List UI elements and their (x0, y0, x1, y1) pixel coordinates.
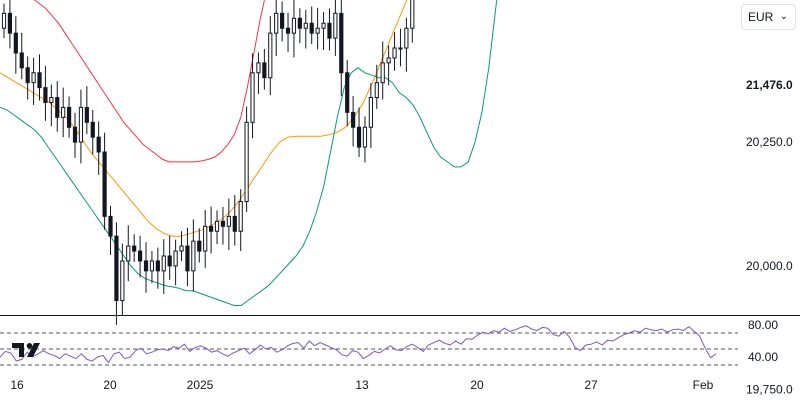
candle-body (197, 240, 202, 252)
candle-body (398, 47, 403, 50)
candle-body (137, 250, 143, 262)
candle-body (149, 260, 155, 272)
candle-body (297, 17, 302, 29)
candle-body (191, 240, 196, 272)
lower-band-line (0, 0, 498, 306)
candle-body (404, 27, 409, 49)
time-tick-label: Feb (693, 378, 714, 392)
candle-body (161, 255, 166, 272)
candle-body (333, 12, 338, 39)
candle-body (61, 106, 66, 118)
candle-body (220, 220, 226, 227)
candle-body (173, 250, 178, 267)
candle-body (356, 126, 362, 148)
currency-label: EUR (748, 10, 774, 24)
rsi-pane (0, 325, 738, 366)
time-tick-label: 27 (584, 378, 598, 392)
candle-body (280, 12, 285, 29)
candle-body (327, 22, 332, 39)
price-axis[interactable]: 19,750.020,000.020,250.020,500.020,750.0… (746, 0, 793, 397)
candle-body (232, 215, 237, 232)
candle-body (303, 22, 308, 29)
candle-body (244, 121, 249, 203)
candle-body (43, 87, 48, 103)
rsi-axis[interactable]: 80.00 40.00 (748, 318, 778, 364)
candle-body (315, 27, 320, 34)
candle-body (66, 106, 72, 128)
candle-body (1, 12, 7, 29)
candle-body (108, 215, 113, 237)
time-tick-label: 2025 (187, 378, 214, 392)
candle-body (31, 72, 36, 84)
candle-body (309, 22, 314, 34)
candle-body (132, 245, 137, 252)
bollinger-bands (0, 0, 498, 306)
candle-body (102, 151, 107, 217)
candle-body (386, 57, 391, 64)
upper-band-line (33, 0, 265, 163)
time-axis[interactable]: 16 20 2025 13 20 27 Feb (10, 378, 713, 392)
candle-body (84, 106, 89, 123)
candle-body (291, 17, 297, 34)
chevron-down-icon: ⌄ (779, 11, 788, 22)
candle-body (114, 235, 119, 302)
candle-body (120, 260, 125, 302)
candle-body (321, 22, 326, 29)
price-tick-label: 20,250.0 (746, 135, 793, 149)
candle-body (374, 82, 379, 99)
currency-select[interactable]: EUR ⌄ (741, 4, 796, 30)
candle-body (72, 126, 78, 143)
candle-body (368, 97, 373, 128)
candle-body (90, 121, 95, 138)
candle-body (167, 255, 172, 267)
candle-body (351, 111, 356, 128)
candle-body (203, 225, 208, 252)
rsi-tick-label: 80.00 (748, 318, 778, 332)
candle-body (268, 32, 273, 79)
candle-body (7, 12, 13, 34)
tradingview-logo-icon[interactable] (12, 341, 44, 364)
candle-body (49, 97, 54, 103)
candle-body (143, 260, 149, 272)
price-pane (0, 0, 498, 325)
candle-body (392, 47, 397, 59)
candle-body (256, 62, 261, 74)
candle-body (185, 245, 190, 272)
candle-body (126, 245, 131, 262)
candles (1, 0, 415, 325)
candle-body (13, 32, 18, 54)
candle-body (55, 97, 60, 118)
candle-body (262, 62, 267, 79)
candle-body (155, 260, 160, 272)
candle-body (78, 106, 84, 143)
candle-body (250, 72, 255, 123)
candle-body (339, 12, 344, 74)
time-tick-label: 20 (470, 378, 484, 392)
candle-body (19, 52, 24, 69)
candle-body (410, 0, 415, 29)
candle-body (238, 201, 243, 232)
price-tick-label: 19,750.0 (746, 383, 793, 397)
time-tick-label: 13 (355, 378, 369, 392)
candle-body (209, 225, 214, 232)
candle-body (96, 136, 101, 153)
middle-band-line (0, 0, 408, 237)
candle-body (380, 62, 385, 84)
candle-body (25, 67, 30, 84)
candle-body (226, 215, 231, 227)
rsi-line (0, 325, 717, 364)
candle-body (345, 72, 350, 113)
time-tick-label: 20 (103, 378, 117, 392)
price-tick-label: 20,000.0 (746, 259, 793, 273)
time-tick-label: 16 (10, 378, 24, 392)
candle-body (214, 220, 220, 232)
candle-body (37, 72, 42, 89)
candle-body (274, 12, 279, 34)
candle-body (285, 27, 291, 34)
rsi-tick-label: 40.00 (748, 350, 778, 364)
candle-body (179, 245, 184, 252)
current-price-label: 21,476.0 (746, 78, 793, 92)
candle-body (362, 126, 368, 148)
